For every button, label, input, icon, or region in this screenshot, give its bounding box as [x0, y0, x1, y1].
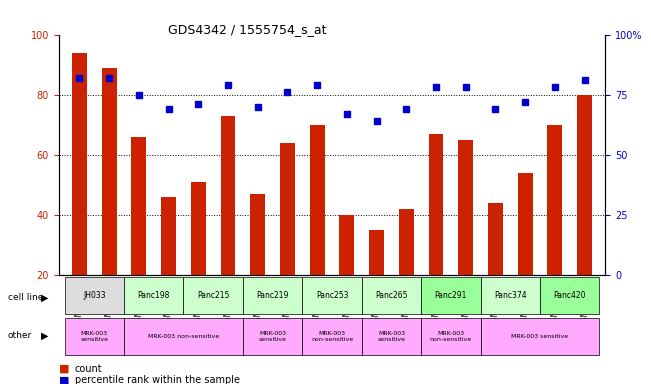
FancyBboxPatch shape — [362, 318, 421, 355]
Text: MRK-003
non-sensitive: MRK-003 non-sensitive — [430, 331, 472, 342]
Text: Panc219: Panc219 — [256, 291, 289, 300]
FancyBboxPatch shape — [302, 276, 362, 314]
Text: Panc253: Panc253 — [316, 291, 348, 300]
Text: Panc374: Panc374 — [494, 291, 527, 300]
Text: Panc291: Panc291 — [435, 291, 467, 300]
Bar — [102, 68, 117, 334]
FancyBboxPatch shape — [124, 318, 243, 355]
Text: MRK-003
non-sensitive: MRK-003 non-sensitive — [311, 331, 353, 342]
Bar — [577, 94, 592, 334]
Bar — [310, 124, 325, 334]
FancyBboxPatch shape — [64, 318, 124, 355]
Text: percentile rank within the sample: percentile rank within the sample — [75, 375, 240, 384]
FancyBboxPatch shape — [480, 276, 540, 314]
FancyBboxPatch shape — [184, 276, 243, 314]
Bar — [339, 215, 354, 334]
Text: GDS4342 / 1555754_s_at: GDS4342 / 1555754_s_at — [168, 23, 327, 36]
Text: ■: ■ — [59, 364, 69, 374]
FancyBboxPatch shape — [421, 318, 480, 355]
Text: Panc215: Panc215 — [197, 291, 229, 300]
Text: MRK-003 non-sensitive: MRK-003 non-sensitive — [148, 334, 219, 339]
Text: MRK-003 sensitive: MRK-003 sensitive — [512, 334, 568, 339]
Text: MRK-003
sensitive: MRK-003 sensitive — [258, 331, 286, 342]
Text: Panc198: Panc198 — [137, 291, 170, 300]
Bar — [399, 209, 414, 334]
Bar — [369, 230, 384, 334]
Bar — [547, 124, 562, 334]
Bar — [280, 142, 295, 334]
Text: cell line: cell line — [8, 293, 43, 302]
Text: ▶: ▶ — [40, 293, 48, 303]
Bar — [191, 182, 206, 334]
FancyBboxPatch shape — [64, 276, 124, 314]
Bar — [518, 172, 533, 334]
FancyBboxPatch shape — [540, 276, 600, 314]
Bar — [161, 197, 176, 334]
Bar — [458, 139, 473, 334]
Text: Panc265: Panc265 — [375, 291, 408, 300]
FancyBboxPatch shape — [124, 276, 184, 314]
Text: ▶: ▶ — [40, 331, 48, 341]
FancyBboxPatch shape — [362, 276, 421, 314]
Bar — [221, 116, 236, 334]
FancyBboxPatch shape — [302, 318, 362, 355]
Text: MRK-003
sensitive: MRK-003 sensitive — [80, 331, 108, 342]
FancyBboxPatch shape — [480, 318, 600, 355]
Bar — [488, 203, 503, 334]
Bar — [72, 53, 87, 334]
Text: ■: ■ — [59, 375, 69, 384]
Bar — [132, 137, 146, 334]
Text: count: count — [75, 364, 102, 374]
FancyBboxPatch shape — [243, 318, 302, 355]
Text: JH033: JH033 — [83, 291, 105, 300]
FancyBboxPatch shape — [421, 276, 480, 314]
Text: Panc420: Panc420 — [553, 291, 586, 300]
Text: other: other — [8, 331, 32, 341]
FancyBboxPatch shape — [243, 276, 302, 314]
Bar — [250, 194, 265, 334]
Text: MRK-003
sensitive: MRK-003 sensitive — [378, 331, 406, 342]
Bar — [428, 134, 443, 334]
